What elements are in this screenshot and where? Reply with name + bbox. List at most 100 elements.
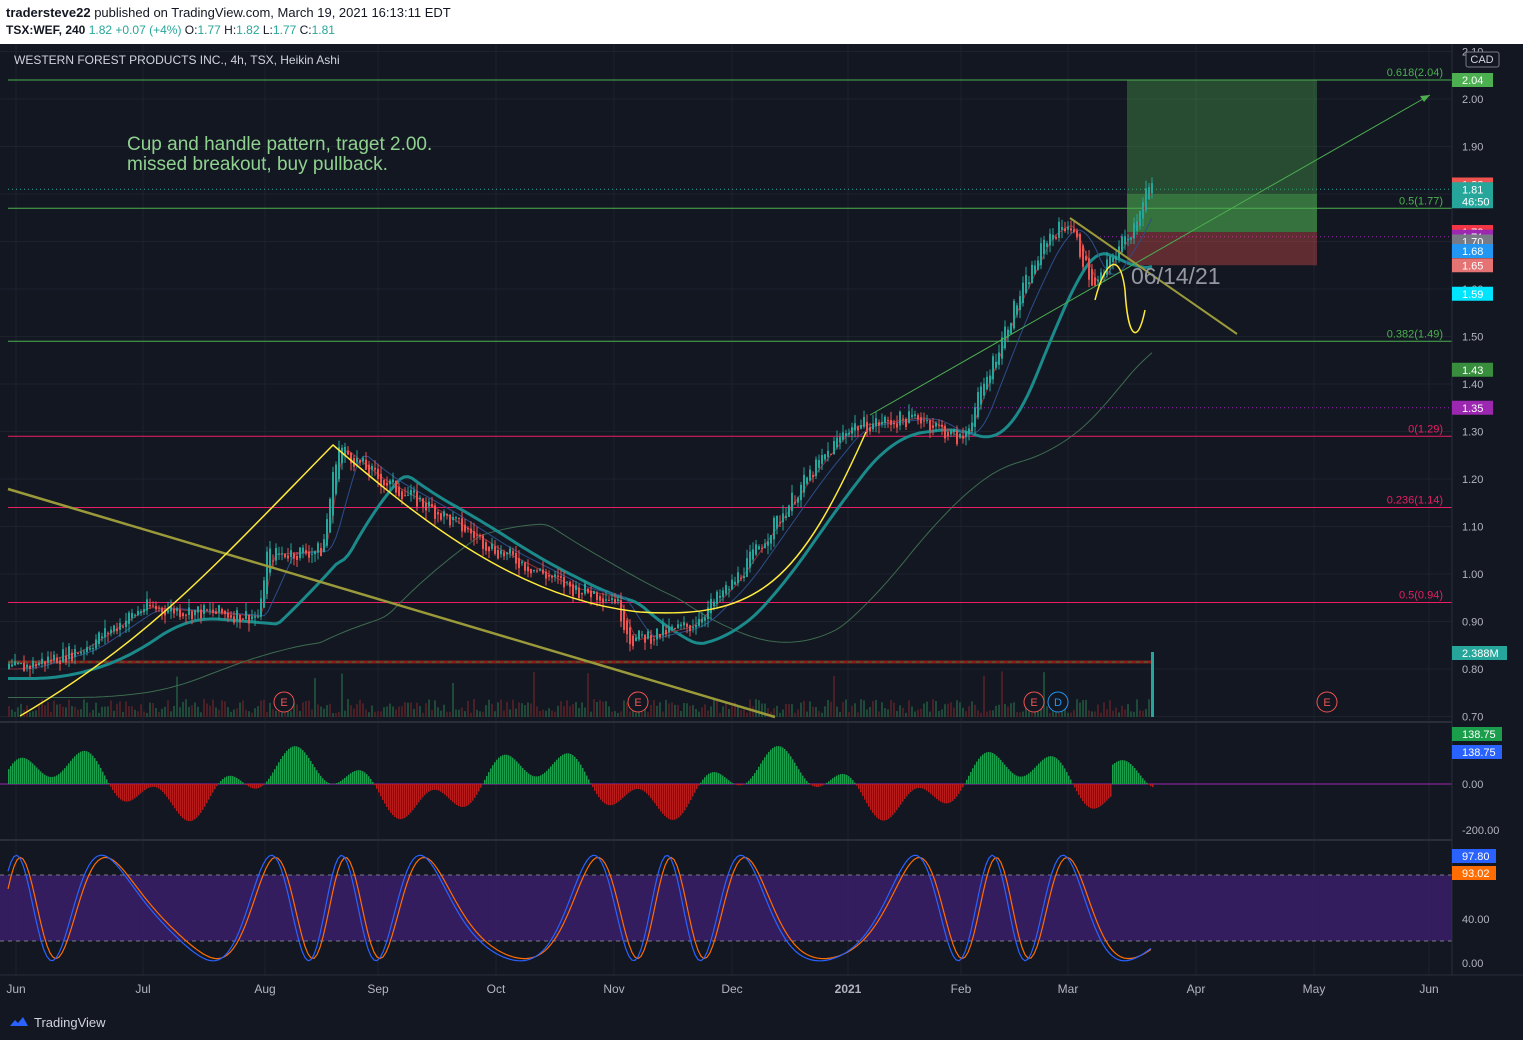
- footer-brand[interactable]: TradingView: [34, 1015, 106, 1030]
- macd-bar: [204, 784, 206, 807]
- candle-body: [365, 459, 367, 470]
- volume-bar: [440, 710, 442, 717]
- candle-body: [428, 501, 430, 507]
- macd-bar: [472, 784, 474, 801]
- macd-bar: [298, 747, 300, 784]
- candle-body: [215, 611, 217, 614]
- volume-bar: [833, 675, 835, 717]
- volume-bar: [803, 700, 805, 717]
- candle-body: [1079, 234, 1081, 257]
- candle-body: [1100, 272, 1102, 281]
- volume-bar: [908, 700, 910, 717]
- candle-body: [749, 551, 751, 568]
- macd-bar: [850, 777, 852, 784]
- volume-bar: [686, 703, 688, 717]
- volume-bar: [329, 703, 331, 717]
- volume-bar: [500, 699, 502, 717]
- macd-bar: [478, 784, 480, 792]
- volume-bar: [761, 703, 763, 717]
- candle-body: [917, 415, 919, 420]
- time-tick-label: Sep: [367, 982, 389, 996]
- macd-bar: [638, 784, 640, 790]
- volume-bar: [437, 707, 439, 717]
- macd-bar: [592, 784, 594, 788]
- macd-bar: [980, 756, 982, 784]
- volume-bar: [713, 699, 715, 717]
- candle-body: [299, 547, 301, 558]
- volume-bar: [1121, 705, 1123, 717]
- candle-body: [863, 416, 865, 427]
- candle-body: [107, 632, 109, 634]
- price-label-text: 1.43: [1462, 365, 1483, 377]
- volume-bar: [1127, 704, 1129, 717]
- macd-bar: [1058, 760, 1060, 784]
- macd-bar: [446, 784, 448, 797]
- macd-bar: [38, 769, 40, 784]
- candle-body: [275, 548, 277, 561]
- macd-label-tag: [1452, 745, 1502, 759]
- volume-bar: [473, 699, 475, 717]
- macd-bar: [608, 784, 610, 806]
- macd-bar: [158, 784, 160, 789]
- candle-body: [989, 375, 991, 384]
- volume-bar: [797, 709, 799, 717]
- macd-bar: [820, 784, 822, 787]
- handle-trend-line: [1069, 217, 1238, 335]
- macd-bar: [548, 768, 550, 784]
- macd-bar: [196, 784, 198, 818]
- macd-bar: [458, 784, 460, 807]
- candle-body: [257, 616, 259, 618]
- macd-bar: [398, 784, 400, 819]
- volume-bar: [677, 705, 679, 717]
- candle-body: [368, 464, 370, 475]
- candle-body: [113, 625, 115, 632]
- candle-body: [746, 558, 748, 577]
- macd-bar: [404, 784, 406, 818]
- earnings-marker-label: E: [280, 697, 287, 709]
- macd-bar: [1078, 784, 1080, 795]
- candle-body: [602, 598, 604, 603]
- volume-bar: [104, 706, 106, 717]
- macd-bar: [742, 784, 744, 785]
- macd-bar: [748, 780, 750, 784]
- macd-bar: [564, 753, 566, 784]
- macd-bar: [890, 784, 892, 818]
- fib-label: 0(1.29): [1408, 423, 1443, 435]
- macd-bar: [988, 752, 990, 784]
- candle-body: [134, 614, 136, 616]
- volume-bar: [1025, 703, 1027, 717]
- macd-bar: [516, 761, 518, 784]
- candle-body: [743, 575, 745, 578]
- low-value: 1.77: [272, 23, 297, 37]
- candle-body: [317, 543, 319, 553]
- volume-bar: [590, 711, 592, 717]
- candle-body: [764, 543, 766, 549]
- candle-body: [161, 607, 163, 613]
- macd-bar: [202, 784, 204, 810]
- macd-bar: [856, 784, 858, 786]
- macd-bar: [50, 776, 52, 784]
- macd-bar: [954, 784, 956, 799]
- macd-bar: [878, 784, 880, 820]
- volume-bar: [134, 709, 136, 717]
- volume-bar: [593, 699, 595, 717]
- chart-canvas[interactable]: 0.618(2.04) 0.5(1.77) 0.382(1.49) 0(1.29) 0.…: [0, 44, 1523, 1004]
- volume-bar: [380, 711, 382, 717]
- macd-bar: [28, 760, 30, 784]
- author-name[interactable]: tradersteve22: [6, 5, 91, 20]
- volume-bar: [101, 706, 103, 717]
- macd-bar: [374, 784, 376, 786]
- volume-bar: [140, 704, 142, 717]
- macd-bar: [1142, 778, 1144, 784]
- candle-body: [248, 615, 250, 624]
- time-tick-label: Dec: [721, 982, 742, 996]
- time-axis[interactable]: Jun Jul Aug Sep Oct Nov Dec 2021 Feb Mar Apr May Jun: [0, 974, 1523, 996]
- volume-bar: [881, 702, 883, 717]
- volume-bar: [92, 709, 94, 717]
- price-axis[interactable]: 2.102.001.901.801.701.601.501.401.301.20…: [1451, 44, 1523, 975]
- volume-bar: [170, 711, 172, 717]
- candle-body: [689, 625, 691, 632]
- price-tick-label: 1.30: [1462, 427, 1483, 439]
- macd-bar: [116, 784, 118, 796]
- volume-bar: [647, 712, 649, 717]
